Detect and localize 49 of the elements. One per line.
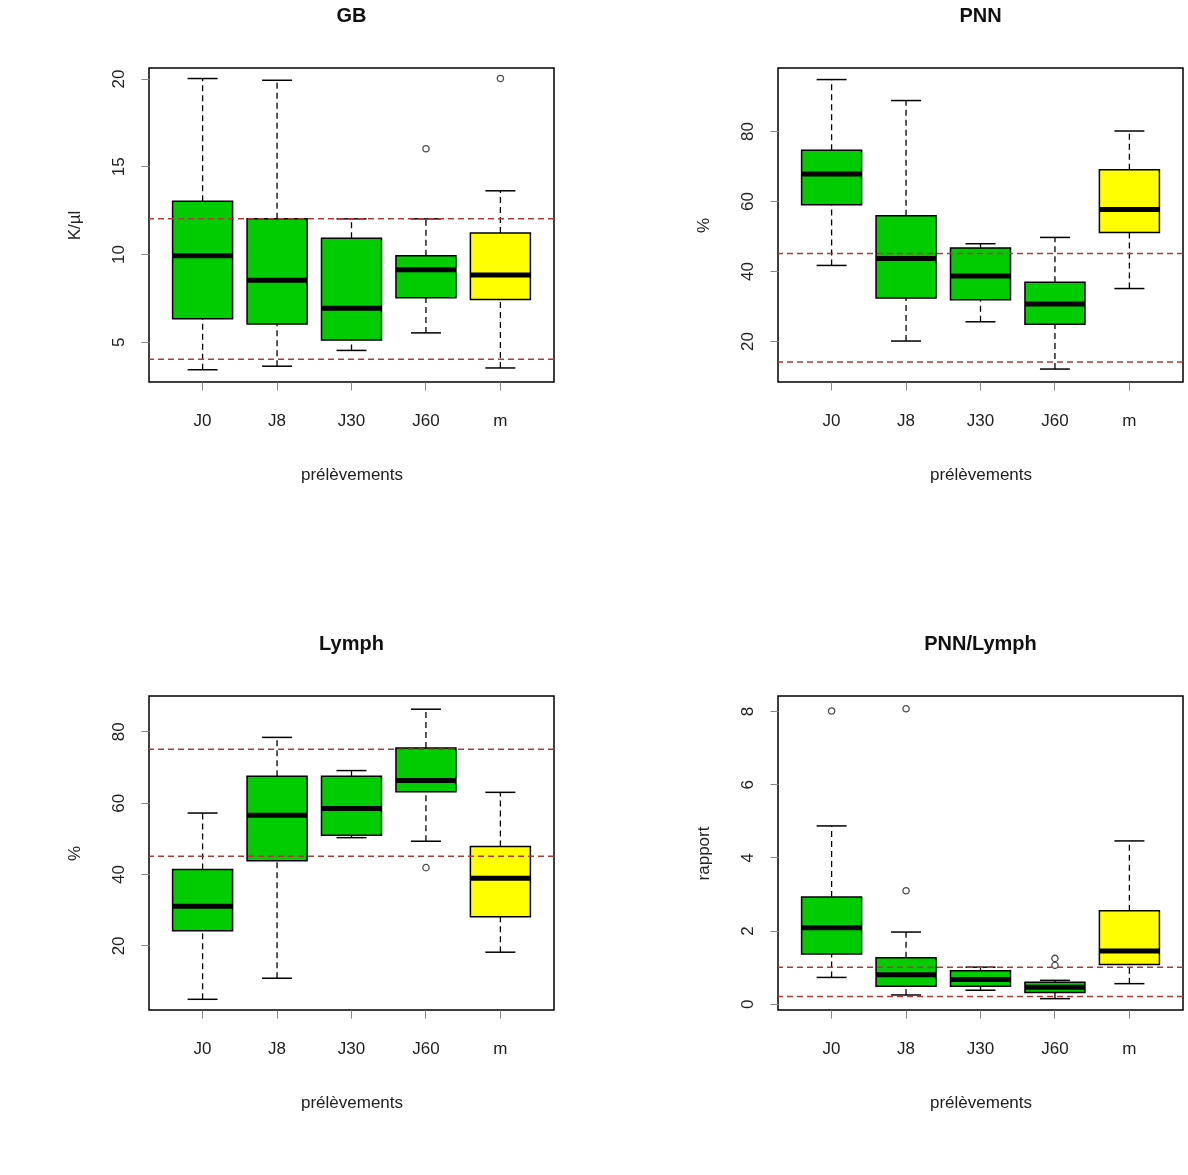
x-axis-title: prélèvements [929, 1092, 1033, 1112]
y-tick-label: 40 [737, 262, 757, 281]
x-tick-label: J8 [268, 1038, 287, 1058]
x-tick-label: J0 [193, 410, 212, 430]
y-tick-label: 8 [737, 706, 757, 717]
y-tick-label: 60 [108, 793, 128, 813]
x-tick-label: J0 [193, 1038, 212, 1058]
y-axis-title: % [64, 845, 84, 862]
y-tick-label: 60 [737, 192, 757, 211]
x-tick-label: J8 [268, 410, 287, 430]
y-tick-label: 80 [108, 722, 128, 742]
y-tick-label: 10 [108, 244, 128, 264]
y-tick-label: 20 [108, 936, 128, 956]
chart-title: Lymph [319, 632, 384, 654]
x-tick-label: m [1122, 410, 1137, 430]
y-tick-label: 20 [737, 332, 757, 351]
x-tick-label: J60 [1041, 410, 1069, 430]
x-tick-label: J0 [822, 1038, 841, 1058]
x-tick-label: J60 [412, 410, 440, 430]
x-tick-label: J8 [897, 410, 916, 430]
chart-title: PNN/Lymph [924, 632, 1037, 654]
y-axis-title: % [693, 217, 713, 234]
x-tick-label: J30 [337, 410, 366, 430]
x-tick-label: J60 [412, 1038, 440, 1058]
x-tick-label: J30 [966, 1038, 995, 1058]
x-tick-label: J0 [822, 410, 841, 430]
x-axis-title: prélèvements [929, 464, 1033, 484]
x-axis-title: prélèvements [300, 464, 404, 484]
x-tick-label: m [1122, 1038, 1137, 1058]
y-tick-label: 6 [737, 779, 757, 790]
x-tick-label: m [493, 1038, 508, 1058]
y-axis-title: K/µl [64, 210, 84, 241]
y-tick-label: 40 [108, 865, 128, 885]
chart-title: PNN [959, 4, 1002, 26]
y-tick-label: 2 [737, 926, 757, 936]
y-tick-label: 15 [108, 157, 128, 177]
y-tick-label: 20 [108, 69, 128, 89]
x-tick-label: J30 [337, 1038, 366, 1058]
y-tick-label: 5 [108, 337, 128, 347]
y-tick-label: 4 [737, 853, 757, 863]
x-tick-label: m [493, 410, 508, 430]
x-tick-label: J30 [966, 410, 995, 430]
y-axis-title: rapport [693, 826, 713, 881]
y-tick-label: 80 [737, 122, 757, 141]
x-axis-title: prélèvements [300, 1092, 404, 1112]
x-tick-label: J60 [1041, 1038, 1069, 1058]
y-tick-label: 0 [737, 999, 757, 1010]
x-tick-label: J8 [897, 1038, 916, 1058]
chart-title: GB [336, 4, 367, 26]
